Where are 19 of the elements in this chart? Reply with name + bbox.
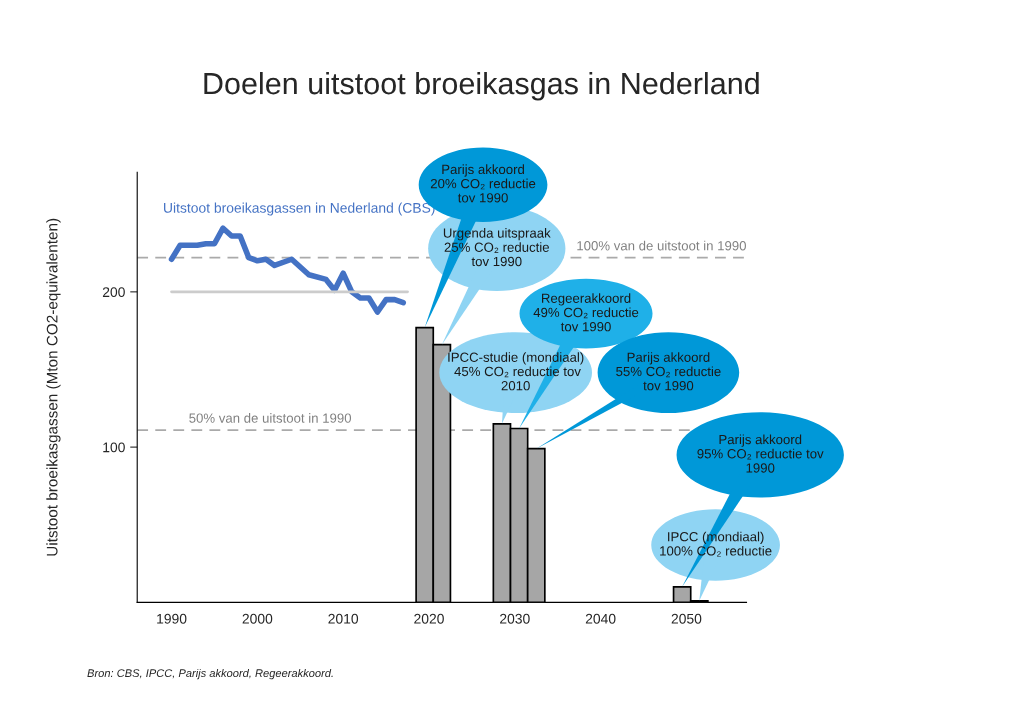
text: Bron: CBS, IPCC, Parijs akkoord, Regeerakkoord.	[87, 668, 333, 680]
y-tick-label: 200	[102, 287, 125, 298]
annotation: Parijs akkoord 95% CO₂ reductie tov 1990	[697, 434, 824, 473]
x-tick-label: 2000	[242, 613, 273, 624]
ref-line-label: 50% van de uitstoot in 1990	[189, 413, 352, 423]
annotation: IPCC-studie (mondiaal) 45% CO₂ reductie tov 2010	[448, 352, 584, 391]
y-axis-title: Uitstoot broeikasgassen (Mton CO2-equivalenten)	[46, 218, 61, 556]
x-tick-label: 2030	[500, 613, 530, 624]
x-tick-label: 2020	[414, 613, 444, 624]
x-tick-label: 1990	[157, 613, 187, 624]
annotation: Parijs akkoord 55% CO₂ reductie tov 1990	[616, 352, 721, 391]
ref-line-label: 100% van de uitstoot in 1990	[577, 240, 746, 251]
chart-title: Doelen uitstoot broeikasgas in Nederland	[204, 71, 759, 101]
x-tick-label: 2040	[585, 613, 616, 624]
annotation: Regeerakkoord 49% CO₂ reductie tov 1990	[533, 293, 639, 332]
y-tick-label: 100	[103, 442, 125, 453]
annotation: Parijs akkoord 20% CO₂ reductie tov 1990	[430, 164, 536, 203]
x-tick-label: 2010	[328, 613, 359, 624]
x-tick-label: 2050	[671, 613, 702, 624]
